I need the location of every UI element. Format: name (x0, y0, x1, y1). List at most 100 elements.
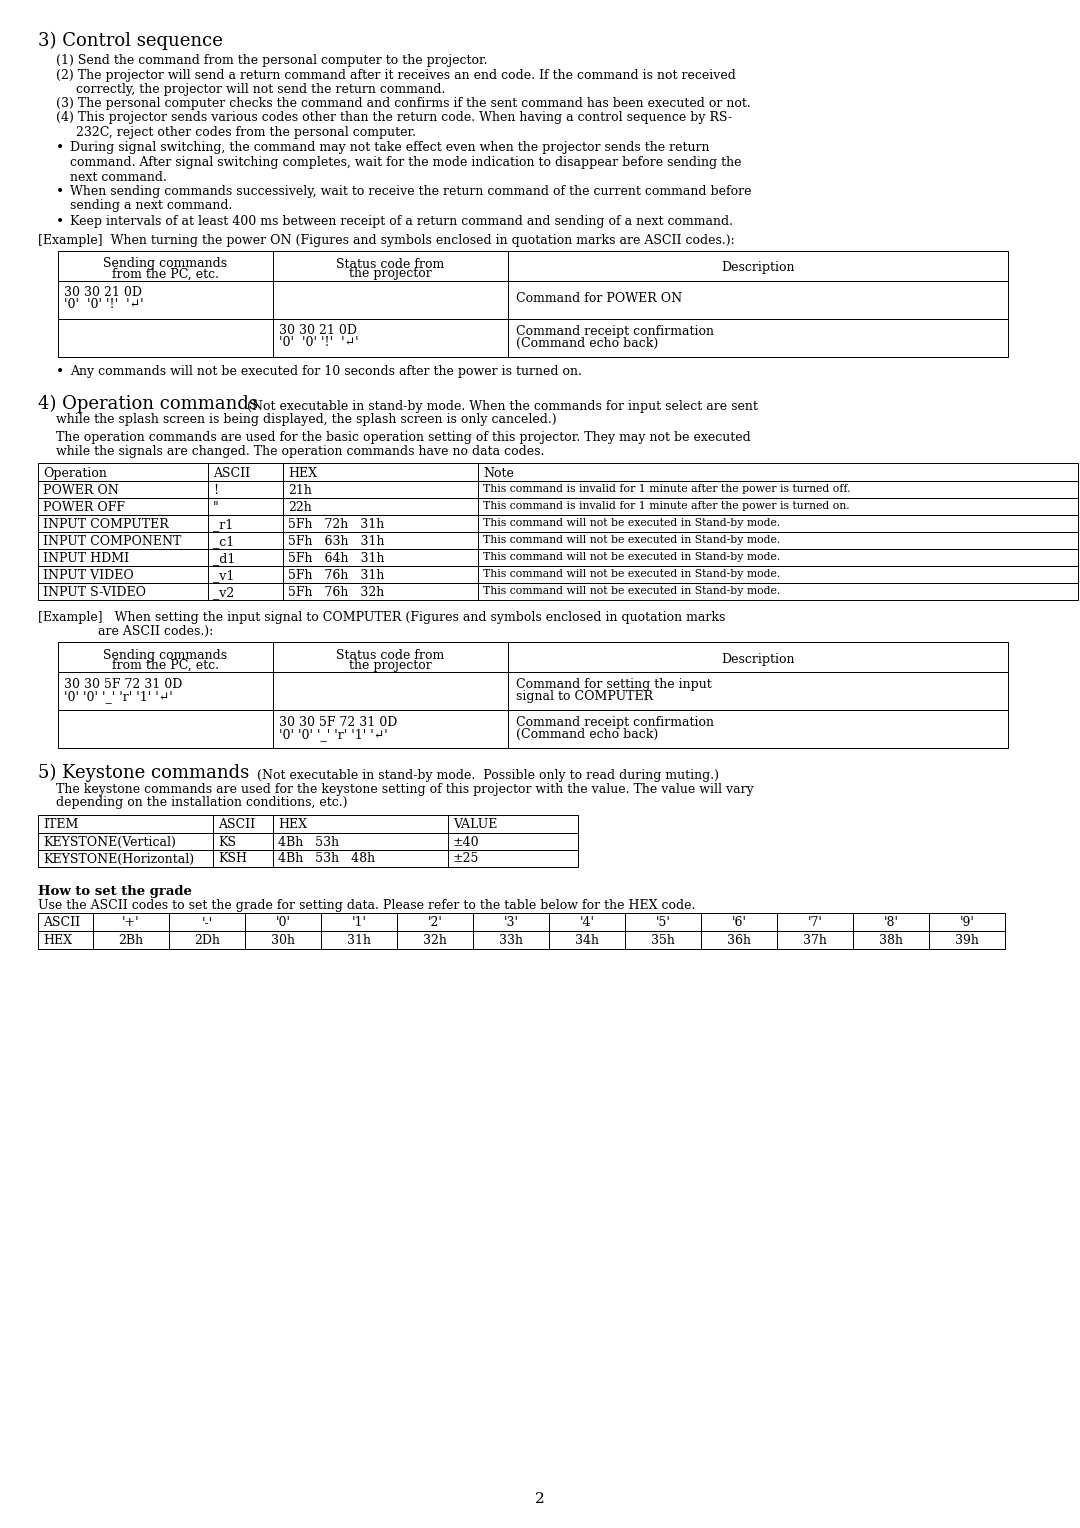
Text: ±25: ±25 (453, 853, 480, 865)
Text: 36h: 36h (727, 935, 751, 947)
Text: (Command echo back): (Command echo back) (516, 336, 658, 350)
Text: 35h: 35h (651, 935, 675, 947)
Text: •: • (56, 185, 64, 199)
Bar (38, 584, 1078, 601)
Text: (Not executable in stand-by mode. When the commands for input select are sent: (Not executable in stand-by mode. When t… (243, 400, 758, 413)
Text: (Command echo back): (Command echo back) (516, 727, 658, 741)
Text: 2: 2 (535, 1491, 545, 1507)
Text: Description: Description (721, 261, 795, 275)
Bar (38, 833, 578, 850)
Text: 30 30 5F 72 31 0D: 30 30 5F 72 31 0D (64, 678, 183, 691)
Bar (58, 281, 1008, 318)
Bar (38, 515, 1078, 532)
Text: 5Fh   63h   31h: 5Fh 63h 31h (288, 535, 384, 549)
Text: •: • (56, 214, 64, 229)
Text: signal to COMPUTER: signal to COMPUTER (516, 691, 653, 703)
Text: the projector: the projector (349, 659, 431, 672)
Text: 3) Control sequence: 3) Control sequence (38, 32, 222, 50)
Text: '2': '2' (428, 917, 443, 929)
Text: Operation: Operation (43, 468, 107, 480)
Text: '6': '6' (731, 917, 746, 929)
Text: This command will not be executed in Stand-by mode.: This command will not be executed in Sta… (483, 568, 780, 579)
Text: 30 30 21 0D: 30 30 21 0D (279, 324, 357, 338)
Text: This command will not be executed in Stand-by mode.: This command will not be executed in Sta… (483, 552, 780, 562)
Bar (38, 565, 1078, 584)
Text: Description: Description (721, 652, 795, 666)
Text: 30 30 5F 72 31 0D: 30 30 5F 72 31 0D (279, 717, 397, 729)
Text: '0': '0' (275, 917, 291, 929)
Text: This command will not be executed in Stand-by mode.: This command will not be executed in Sta… (483, 587, 780, 596)
Text: Status code from: Status code from (336, 649, 444, 662)
Text: 5Fh   72h   31h: 5Fh 72h 31h (288, 518, 384, 532)
Text: 34h: 34h (575, 935, 599, 947)
Text: INPUT HDMI: INPUT HDMI (43, 552, 130, 565)
Text: POWER OFF: POWER OFF (43, 501, 125, 513)
Text: 2Dh: 2Dh (194, 935, 220, 947)
Text: 4Bh   53h: 4Bh 53h (278, 836, 339, 848)
Bar (38, 814, 578, 833)
Text: ASCII: ASCII (218, 819, 255, 831)
Text: POWER ON: POWER ON (43, 484, 119, 497)
Text: HEX: HEX (288, 468, 318, 480)
Text: ASCII: ASCII (213, 468, 251, 480)
Text: 22h: 22h (288, 501, 312, 513)
Bar (38, 532, 1078, 549)
Text: ASCII: ASCII (43, 917, 80, 929)
Bar (38, 498, 1078, 515)
Text: '4': '4' (580, 917, 594, 929)
Text: [Example]  When turning the power ON (Figures and symbols enclosed in quotation : [Example] When turning the power ON (Fig… (38, 234, 734, 248)
Text: 30 30 21 0D: 30 30 21 0D (64, 287, 141, 299)
Text: 31h: 31h (347, 935, 372, 947)
Text: '7': '7' (808, 917, 823, 929)
Text: _r1: _r1 (213, 518, 233, 532)
Text: while the signals are changed. The operation commands have no data codes.: while the signals are changed. The opera… (56, 445, 544, 457)
Text: KEYSTONE(Vertical): KEYSTONE(Vertical) (43, 836, 176, 848)
Text: _c1: _c1 (213, 535, 234, 549)
Text: 5) Keystone commands: 5) Keystone commands (38, 764, 249, 782)
Bar (58, 318, 1008, 356)
Bar (38, 463, 1078, 481)
Text: from the PC, etc.: from the PC, etc. (111, 267, 218, 281)
Text: '0'  '0' '!'  '↵': '0' '0' '!' '↵' (279, 336, 359, 350)
Text: _d1: _d1 (213, 552, 235, 565)
Text: 5Fh   76h   31h: 5Fh 76h 31h (288, 568, 384, 582)
Text: INPUT S-VIDEO: INPUT S-VIDEO (43, 587, 146, 599)
Text: 32h: 32h (423, 935, 447, 947)
Text: This command is invalid for 1 minute after the power is turned on.: This command is invalid for 1 minute aft… (483, 501, 850, 510)
Text: !: ! (213, 484, 218, 497)
Text: '1': '1' (351, 917, 366, 929)
Text: INPUT COMPONENT: INPUT COMPONENT (43, 535, 181, 549)
Text: 4Bh   53h   48h: 4Bh 53h 48h (278, 853, 375, 865)
Text: 5Fh   64h   31h: 5Fh 64h 31h (288, 552, 384, 565)
Text: depending on the installation conditions, etc.): depending on the installation conditions… (56, 796, 348, 808)
Text: Command for POWER ON: Command for POWER ON (516, 292, 683, 306)
Text: from the PC, etc.: from the PC, etc. (111, 659, 218, 672)
Text: 4) Operation commands: 4) Operation commands (38, 396, 258, 413)
Text: ITEM: ITEM (43, 819, 79, 831)
Text: 33h: 33h (499, 935, 523, 947)
Text: Keep intervals of at least 400 ms between receipt of a return command and sendin: Keep intervals of at least 400 ms betwee… (70, 214, 733, 228)
Text: Command receipt confirmation: Command receipt confirmation (516, 324, 714, 338)
Text: Status code from: Status code from (336, 258, 444, 270)
Text: _v1: _v1 (213, 568, 234, 582)
Bar (38, 549, 1078, 565)
Bar (38, 481, 1078, 498)
Text: ±40: ±40 (453, 836, 480, 848)
Text: •: • (56, 141, 64, 154)
Text: 37h: 37h (804, 935, 827, 947)
Text: HEX: HEX (278, 819, 307, 831)
Bar (58, 711, 1008, 749)
Text: '8': '8' (883, 917, 899, 929)
Text: When sending commands successively, wait to receive the return command of the cu: When sending commands successively, wait… (70, 185, 752, 212)
Text: VALUE: VALUE (453, 819, 498, 831)
Text: '-': '-' (202, 917, 213, 929)
Text: 21h: 21h (288, 484, 312, 497)
Text: 38h: 38h (879, 935, 903, 947)
Text: are ASCII codes.):: are ASCII codes.): (98, 625, 213, 637)
Text: Note: Note (483, 468, 514, 480)
Text: (1) Send the command from the personal computer to the projector.: (1) Send the command from the personal c… (56, 53, 487, 67)
Text: The operation commands are used for the basic operation setting of this projecto: The operation commands are used for the … (56, 431, 751, 445)
Bar (38, 850, 578, 866)
Text: '3': '3' (503, 917, 518, 929)
Text: This command is invalid for 1 minute after the power is turned off.: This command is invalid for 1 minute aft… (483, 484, 851, 494)
